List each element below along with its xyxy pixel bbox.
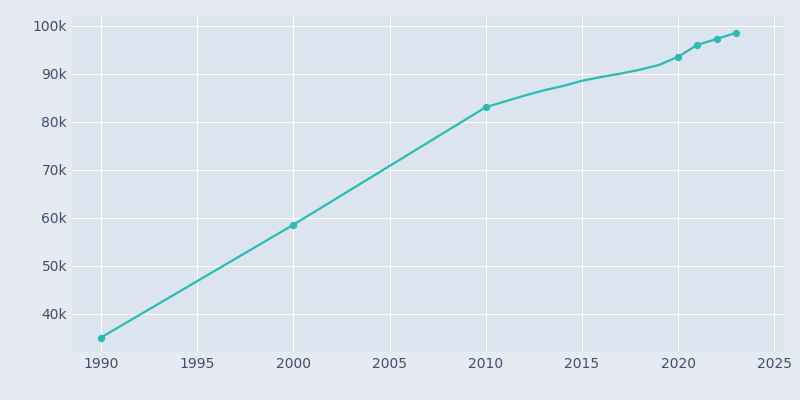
Point (672, 54, 685, 60)
Point (94, 334, 107, 341)
Point (730, 30, 742, 36)
Point (287, 222, 300, 228)
Point (479, 104, 492, 110)
Point (710, 36, 723, 42)
Point (691, 42, 704, 48)
